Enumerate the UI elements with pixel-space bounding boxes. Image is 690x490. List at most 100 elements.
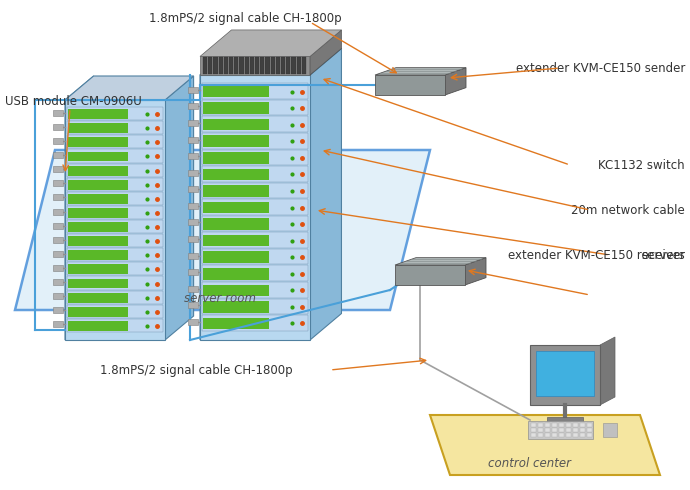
FancyBboxPatch shape xyxy=(203,152,269,164)
FancyBboxPatch shape xyxy=(68,222,128,232)
FancyBboxPatch shape xyxy=(53,321,63,327)
FancyBboxPatch shape xyxy=(68,307,128,317)
FancyBboxPatch shape xyxy=(573,428,578,432)
FancyBboxPatch shape xyxy=(538,423,543,426)
FancyBboxPatch shape xyxy=(53,251,63,257)
FancyBboxPatch shape xyxy=(580,423,585,426)
Polygon shape xyxy=(395,265,465,285)
FancyBboxPatch shape xyxy=(239,57,244,74)
FancyBboxPatch shape xyxy=(208,57,213,74)
FancyBboxPatch shape xyxy=(580,433,585,437)
Polygon shape xyxy=(528,421,593,439)
FancyBboxPatch shape xyxy=(67,291,163,304)
FancyBboxPatch shape xyxy=(188,186,198,192)
FancyBboxPatch shape xyxy=(224,57,228,74)
FancyBboxPatch shape xyxy=(203,218,269,230)
FancyBboxPatch shape xyxy=(580,428,585,432)
FancyBboxPatch shape xyxy=(203,119,269,130)
Polygon shape xyxy=(200,49,342,75)
FancyBboxPatch shape xyxy=(229,57,233,74)
FancyBboxPatch shape xyxy=(188,170,198,176)
FancyBboxPatch shape xyxy=(545,433,550,437)
Polygon shape xyxy=(600,337,615,405)
FancyBboxPatch shape xyxy=(302,57,306,74)
FancyBboxPatch shape xyxy=(53,124,63,130)
FancyBboxPatch shape xyxy=(67,319,163,332)
Text: USB module CM-0906U: USB module CM-0906U xyxy=(5,95,141,108)
Text: extender KVM-CE150 sender: extender KVM-CE150 sender xyxy=(515,62,685,74)
Text: 1.8mPS/2 signal cable CH-1800p: 1.8mPS/2 signal cable CH-1800p xyxy=(148,12,342,25)
FancyBboxPatch shape xyxy=(531,428,536,432)
FancyBboxPatch shape xyxy=(538,428,543,432)
FancyBboxPatch shape xyxy=(202,282,308,297)
FancyBboxPatch shape xyxy=(244,57,249,74)
FancyBboxPatch shape xyxy=(202,83,308,99)
FancyBboxPatch shape xyxy=(202,117,308,132)
FancyBboxPatch shape xyxy=(234,57,239,74)
FancyBboxPatch shape xyxy=(203,135,269,147)
FancyBboxPatch shape xyxy=(53,237,63,243)
FancyBboxPatch shape xyxy=(552,423,557,426)
FancyBboxPatch shape xyxy=(53,195,63,200)
FancyBboxPatch shape xyxy=(202,249,308,265)
FancyBboxPatch shape xyxy=(53,152,63,158)
FancyBboxPatch shape xyxy=(68,293,128,303)
FancyBboxPatch shape xyxy=(67,262,163,275)
Polygon shape xyxy=(430,415,660,475)
Text: KC1132 switch: KC1132 switch xyxy=(598,158,685,172)
FancyBboxPatch shape xyxy=(552,433,557,437)
FancyBboxPatch shape xyxy=(188,269,198,275)
FancyBboxPatch shape xyxy=(67,178,163,191)
FancyBboxPatch shape xyxy=(68,123,128,133)
FancyBboxPatch shape xyxy=(188,153,198,159)
FancyBboxPatch shape xyxy=(545,428,550,432)
FancyBboxPatch shape xyxy=(67,206,163,219)
FancyBboxPatch shape xyxy=(203,285,269,296)
FancyBboxPatch shape xyxy=(559,428,564,432)
Polygon shape xyxy=(445,68,466,95)
FancyBboxPatch shape xyxy=(68,109,128,119)
FancyBboxPatch shape xyxy=(538,433,543,437)
FancyBboxPatch shape xyxy=(566,428,571,432)
Polygon shape xyxy=(375,75,445,95)
Polygon shape xyxy=(65,76,94,340)
FancyBboxPatch shape xyxy=(53,222,63,229)
FancyBboxPatch shape xyxy=(202,166,308,182)
FancyBboxPatch shape xyxy=(587,423,592,426)
FancyBboxPatch shape xyxy=(202,266,308,281)
FancyBboxPatch shape xyxy=(297,57,301,74)
FancyBboxPatch shape xyxy=(276,57,280,74)
FancyBboxPatch shape xyxy=(68,151,128,161)
FancyBboxPatch shape xyxy=(67,305,163,318)
FancyBboxPatch shape xyxy=(67,135,163,148)
FancyBboxPatch shape xyxy=(188,137,198,143)
FancyBboxPatch shape xyxy=(53,307,63,313)
FancyBboxPatch shape xyxy=(53,209,63,215)
FancyBboxPatch shape xyxy=(202,149,308,165)
FancyBboxPatch shape xyxy=(203,57,207,74)
Polygon shape xyxy=(375,68,466,75)
FancyBboxPatch shape xyxy=(53,279,63,285)
Polygon shape xyxy=(200,75,310,340)
FancyBboxPatch shape xyxy=(202,232,308,248)
FancyBboxPatch shape xyxy=(202,183,308,198)
FancyBboxPatch shape xyxy=(203,318,269,329)
FancyBboxPatch shape xyxy=(67,149,163,163)
FancyBboxPatch shape xyxy=(552,428,557,432)
FancyBboxPatch shape xyxy=(202,298,308,314)
FancyBboxPatch shape xyxy=(68,180,128,190)
Polygon shape xyxy=(465,258,486,285)
FancyBboxPatch shape xyxy=(67,234,163,247)
FancyBboxPatch shape xyxy=(219,57,223,74)
FancyBboxPatch shape xyxy=(566,433,571,437)
FancyBboxPatch shape xyxy=(203,169,269,180)
FancyBboxPatch shape xyxy=(68,250,128,260)
FancyBboxPatch shape xyxy=(67,220,163,233)
FancyBboxPatch shape xyxy=(68,265,128,274)
FancyBboxPatch shape xyxy=(202,216,308,231)
FancyBboxPatch shape xyxy=(203,268,269,280)
Polygon shape xyxy=(200,49,231,340)
FancyBboxPatch shape xyxy=(188,319,198,325)
FancyBboxPatch shape xyxy=(250,57,254,74)
FancyBboxPatch shape xyxy=(559,433,564,437)
